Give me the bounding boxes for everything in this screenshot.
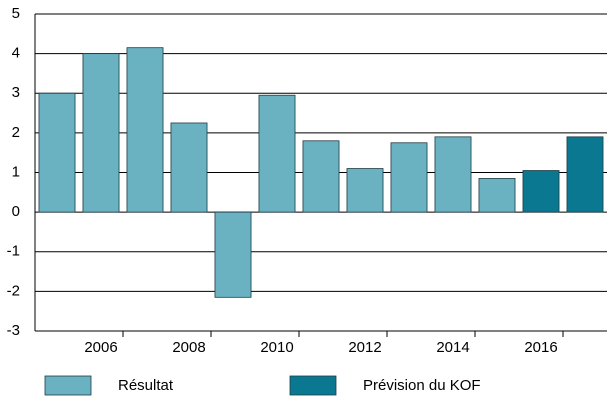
bar (82, 53, 120, 213)
legend-swatch (44, 375, 92, 396)
y-tick-label: -2 (7, 282, 20, 299)
x-tick-label: 2010 (260, 339, 293, 356)
bar (214, 211, 252, 298)
x-tick-label: 2006 (84, 339, 117, 356)
bar (170, 122, 208, 213)
bar (346, 168, 384, 213)
y-tick-label: 1 (12, 163, 20, 180)
y-tick-label: 3 (12, 84, 20, 101)
y-tick-label: -3 (7, 322, 20, 339)
bar (566, 136, 604, 213)
legend-label: Prévision du KOF (363, 377, 481, 394)
x-tick-label: 2014 (436, 339, 469, 356)
y-tick-label: 0 (12, 203, 20, 220)
y-tick-label: 5 (12, 5, 20, 22)
bar (126, 47, 164, 213)
bar (258, 94, 296, 213)
x-tick-label: 2016 (524, 339, 557, 356)
bar (302, 140, 340, 213)
bar (522, 170, 560, 213)
y-tick-label: 4 (12, 45, 20, 62)
y-tick-label: -1 (7, 243, 20, 260)
y-tick-label: 2 (12, 124, 20, 141)
legend-swatch (289, 375, 337, 396)
legend-label: Résultat (118, 377, 174, 394)
bar (38, 92, 76, 213)
x-tick-label: 2008 (172, 339, 205, 356)
bar (434, 136, 472, 213)
bar (390, 142, 428, 213)
x-tick-label: 2012 (348, 339, 381, 356)
bar (478, 178, 516, 213)
